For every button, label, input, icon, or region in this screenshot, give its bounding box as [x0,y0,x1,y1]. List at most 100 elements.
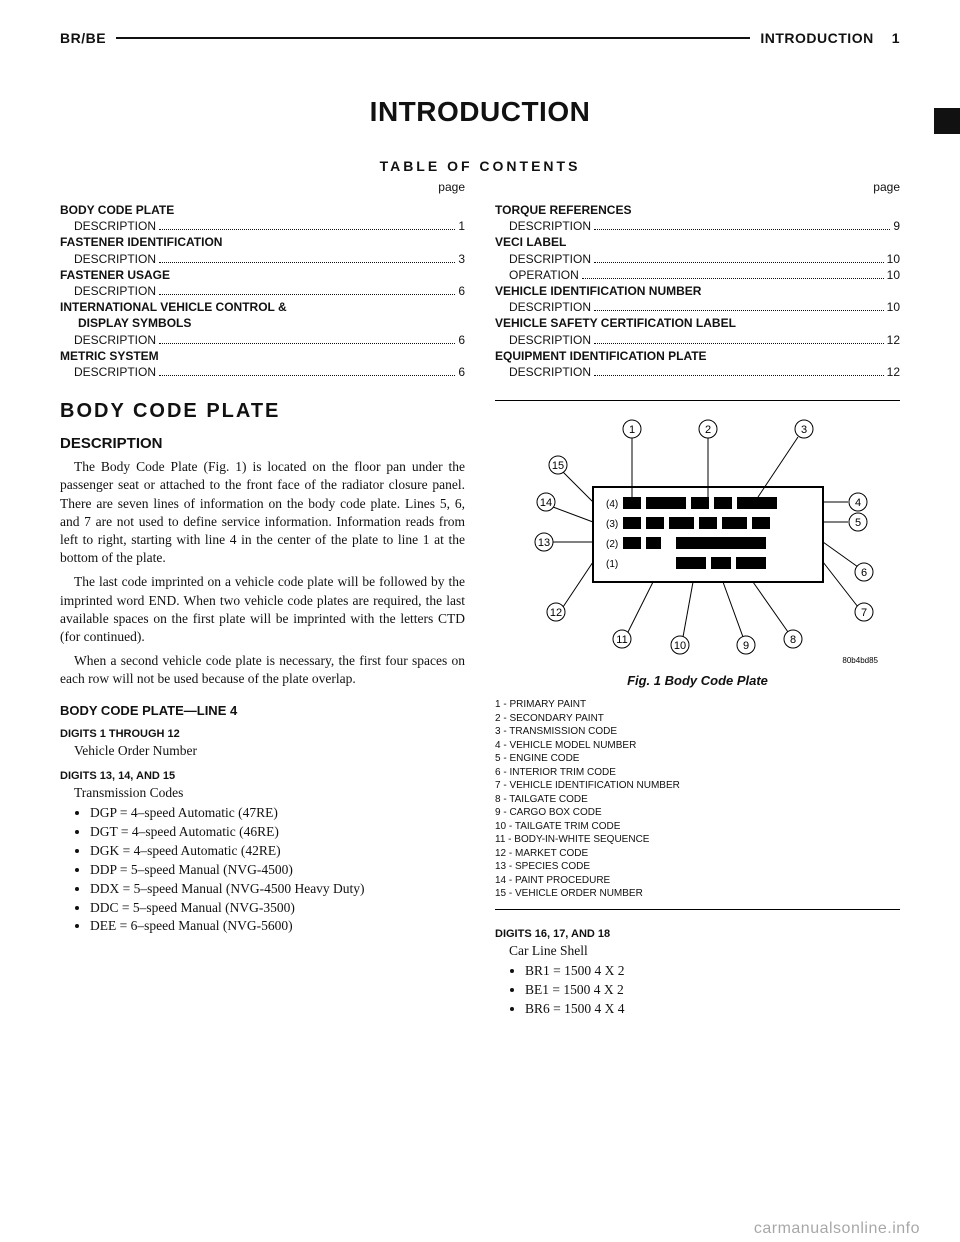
page: BR/BE INTRODUCTION 1 INTRODUCTION TABLE … [0,0,960,1242]
list-item: BR1 = 1500 4 X 2 [525,962,900,981]
line-heading: BODY CODE PLATE—LINE 4 [60,703,465,718]
list-item: DGT = 4–speed Automatic (46RE) [90,823,465,842]
legend-item: 11 - BODY-IN-WHITE SEQUENCE [495,833,900,847]
svg-text:1: 1 [628,424,634,436]
svg-text:14: 14 [539,497,551,509]
toc-item: DESCRIPTION3 [60,251,465,267]
legend-item: 1 - PRIMARY PAINT [495,698,900,712]
legend-item: 2 - SECONDARY PAINT [495,712,900,726]
toc-page-label-right: page [495,180,900,194]
legend-item: 14 - PAINT PROCEDURE [495,874,900,888]
toc-item: DESCRIPTION6 [60,364,465,380]
legend-item: 3 - TRANSMISSION CODE [495,725,900,739]
page-title: INTRODUCTION [60,96,900,128]
paragraph: When a second vehicle code plate is nece… [60,652,465,688]
toc-item: DESCRIPTION6 [60,332,465,348]
toc-page-label-left: page [60,180,465,194]
toc-item: DESCRIPTION10 [495,251,900,267]
list-item: DDX = 5–speed Manual (NVG-4500 Heavy Dut… [90,880,465,899]
digits-heading: DIGITS 1 THROUGH 12 [60,728,465,740]
svg-text:13: 13 [537,537,549,549]
watermark: carmanualsonline.info [754,1220,920,1238]
paragraph: The Body Code Plate (Fig. 1) is located … [60,458,465,567]
toc-group: DISPLAY SYMBOLS [60,315,465,331]
svg-text:12: 12 [549,607,561,619]
digits-heading: DIGITS 16, 17, AND 18 [495,928,900,940]
table-of-contents: page BODY CODE PLATE DESCRIPTION1 FASTEN… [60,180,900,380]
paragraph: The last code imprinted on a vehicle cod… [60,573,465,646]
legend-item: 10 - TAILGATE TRIM CODE [495,820,900,834]
toc-item: DESCRIPTION1 [60,218,465,234]
figure-caption: Fig. 1 Body Code Plate [495,673,900,688]
toc-group: EQUIPMENT IDENTIFICATION PLATE [495,348,900,364]
svg-text:3: 3 [800,424,806,436]
list-item: DGP = 4–speed Automatic (47RE) [90,804,465,823]
svg-text:15: 15 [551,460,563,472]
legend-item: 5 - ENGINE CODE [495,752,900,766]
page-header: BR/BE INTRODUCTION 1 [60,30,900,46]
toc-group: TORQUE REFERENCES [495,202,900,218]
svg-text:9: 9 [742,640,748,652]
list-item: BR6 = 1500 4 X 4 [525,1000,900,1019]
body-left-column: BODY CODE PLATE DESCRIPTION The Body Cod… [60,400,465,1024]
toc-right-column: page TORQUE REFERENCES DESCRIPTION9 VECI… [495,180,900,380]
list-item: DDC = 5–speed Manual (NVG-3500) [90,899,465,918]
toc-item: DESCRIPTION6 [60,283,465,299]
legend-item: 12 - MARKET CODE [495,847,900,861]
svg-text:(2): (2) [606,539,618,550]
toc-item: DESCRIPTION10 [495,299,900,315]
svg-text:80b4bd85: 80b4bd85 [842,656,878,665]
figure-legend: 1 - PRIMARY PAINT 2 - SECONDARY PAINT 3 … [495,698,900,901]
legend-item: 7 - VEHICLE IDENTIFICATION NUMBER [495,779,900,793]
legend-item: 8 - TAILGATE CODE [495,793,900,807]
legend-item: 15 - VEHICLE ORDER NUMBER [495,887,900,901]
svg-text:8: 8 [789,634,795,646]
section-heading: BODY CODE PLATE [60,400,465,423]
toc-group: VEHICLE SAFETY CERTIFICATION LABEL [495,315,900,331]
car-line-code-list: BR1 = 1500 4 X 2 BE1 = 1500 4 X 2 BR6 = … [511,962,900,1019]
legend-item: 9 - CARGO BOX CODE [495,806,900,820]
list-item: DDP = 5–speed Manual (NVG-4500) [90,861,465,880]
legend-item: 13 - SPECIES CODE [495,860,900,874]
legend-item: 4 - VEHICLE MODEL NUMBER [495,739,900,753]
svg-text:(4): (4) [606,499,618,510]
header-pagenum: 1 [892,30,900,46]
list-item: DEE = 6–speed Manual (NVG-5600) [90,917,465,936]
svg-text:5: 5 [854,517,860,529]
figure-1-svg: (4) (3) (2) (1) [508,407,888,667]
toc-group: VEHICLE IDENTIFICATION NUMBER [495,283,900,299]
svg-text:11: 11 [616,634,627,646]
toc-group: FASTENER IDENTIFICATION [60,234,465,250]
toc-group: INTERNATIONAL VEHICLE CONTROL & [60,299,465,315]
digits-heading: DIGITS 13, 14, AND 15 [60,770,465,782]
svg-text:4: 4 [854,497,860,509]
list-item: BE1 = 1500 4 X 2 [525,981,900,1000]
digits-text: Vehicle Order Number [60,742,465,760]
subsection-heading: DESCRIPTION [60,435,465,452]
header-section: INTRODUCTION [760,30,873,46]
svg-text:10: 10 [673,640,685,652]
section-tab-mark [934,108,960,134]
toc-heading: TABLE OF CONTENTS [60,158,900,174]
toc-item: OPERATION10 [495,267,900,283]
svg-text:(3): (3) [606,519,618,530]
list-item: DGK = 4–speed Automatic (42RE) [90,842,465,861]
toc-group: METRIC SYSTEM [60,348,465,364]
body-right-column: (4) (3) (2) (1) [495,400,900,1024]
toc-item: DESCRIPTION9 [495,218,900,234]
toc-group: BODY CODE PLATE [60,202,465,218]
transmission-code-list: DGP = 4–speed Automatic (47RE) DGT = 4–s… [76,804,465,936]
svg-text:7: 7 [860,607,866,619]
svg-text:2: 2 [704,424,710,436]
toc-group: VECI LABEL [495,234,900,250]
svg-text:(1): (1) [606,559,618,570]
svg-text:6: 6 [860,567,866,579]
toc-left-column: page BODY CODE PLATE DESCRIPTION1 FASTEN… [60,180,465,380]
toc-item: DESCRIPTION12 [495,332,900,348]
header-rule [116,37,750,39]
toc-item: DESCRIPTION12 [495,364,900,380]
digits-text: Car Line Shell [495,942,900,960]
toc-group: FASTENER USAGE [60,267,465,283]
header-left: BR/BE [60,30,106,46]
legend-item: 6 - INTERIOR TRIM CODE [495,766,900,780]
